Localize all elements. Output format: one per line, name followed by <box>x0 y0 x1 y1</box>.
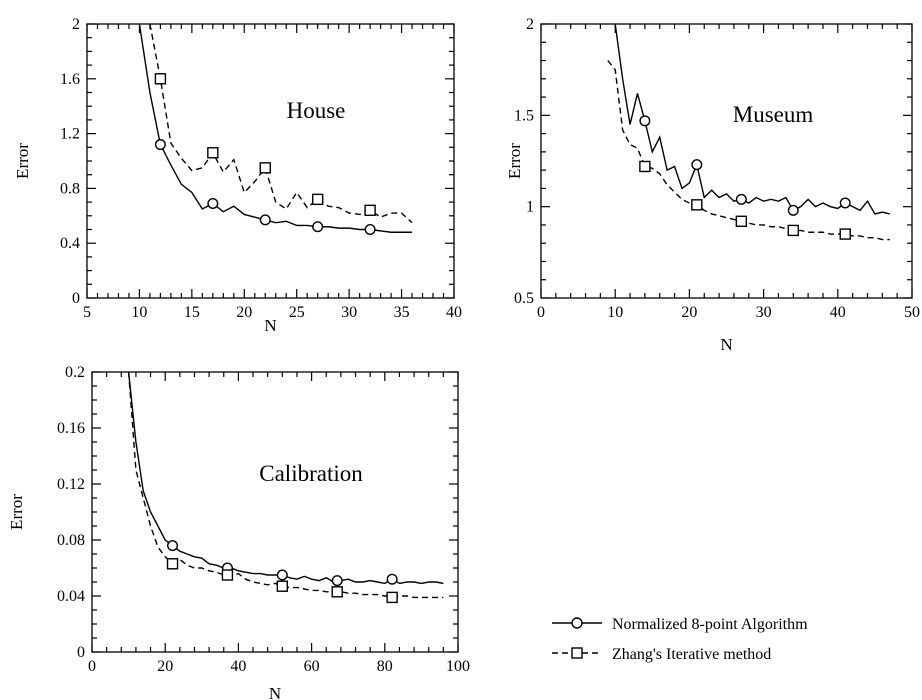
y-tick-label: 0.5 <box>514 290 534 307</box>
data-point-square <box>639 160 651 173</box>
chart-museum: 0 10 20 30 40 50 0.5 1 1.5 2 N Error Museum <box>505 16 920 354</box>
series-group <box>138 24 413 233</box>
plot-frame <box>540 23 913 299</box>
y-tick-label: 2 <box>72 16 80 33</box>
legend-label-normalized: Normalized 8-point Algorithm <box>612 616 808 633</box>
y-tick-label: 2 <box>526 16 534 33</box>
x-tick-label: 60 <box>304 658 320 675</box>
x-tick-label: 40 <box>446 304 462 321</box>
data-point-circle <box>207 197 219 209</box>
series-line-zhang <box>149 24 413 224</box>
y-tick-label: 0.04 <box>57 588 85 605</box>
x-tick-label: 35 <box>394 304 410 321</box>
y-tick-label: 1.6 <box>60 71 80 88</box>
y-axis-label: Error <box>505 143 524 179</box>
panel-title: Calibration <box>259 461 363 486</box>
panel-title: Museum <box>733 102 814 127</box>
data-point-square <box>221 569 234 581</box>
x-tick-label: 0 <box>537 304 545 321</box>
x-tick-label: 40 <box>230 658 246 675</box>
data-point-square <box>276 580 289 592</box>
data-point-square <box>207 147 219 159</box>
data-point-circle <box>691 159 703 171</box>
x-tick-label: 40 <box>830 304 846 321</box>
x-tick-label: 20 <box>236 304 252 321</box>
y-tick-label: 0.16 <box>57 420 85 437</box>
panel-title: House <box>287 98 346 123</box>
data-point-square <box>787 224 799 237</box>
legend-entry-normalized: Normalized 8-point Algorithm <box>552 616 808 633</box>
data-point-square <box>259 162 271 174</box>
data-point-square <box>166 558 179 570</box>
y-axis-label: Error <box>13 143 32 179</box>
x-tick-label: 100 <box>446 658 470 675</box>
x-tick-label: 80 <box>377 658 393 675</box>
x-tick-label: 15 <box>184 304 200 321</box>
y-tick-label: 1.2 <box>60 126 80 143</box>
data-point-square <box>386 591 398 604</box>
x-tick-label: 50 <box>904 304 920 321</box>
x-tick-label: 0 <box>88 658 96 675</box>
y-axis-label: Error <box>7 494 26 530</box>
x-axis-label: N <box>720 335 732 354</box>
x-tick-label: 30 <box>756 304 772 321</box>
y-tick-label: 0.12 <box>57 476 85 493</box>
data-point-circle <box>639 115 651 127</box>
data-point-circle <box>276 569 288 581</box>
y-tick-label: 0.2 <box>65 364 85 381</box>
data-point-square <box>735 215 748 227</box>
y-tick-label: 0.08 <box>57 532 85 549</box>
x-tick-label: 10 <box>607 304 623 321</box>
x-tick-label: 5 <box>83 304 91 321</box>
y-tick-label: 0 <box>72 290 80 307</box>
legend-label-zhang: Zhang's Iterative method <box>612 646 771 663</box>
legend-square-marker <box>571 647 583 659</box>
data-point-circle <box>312 221 324 233</box>
data-point-square <box>154 73 167 85</box>
x-axis-label: N <box>269 684 281 700</box>
x-axis-label: N <box>264 316 276 335</box>
series-line-zhang <box>607 60 890 241</box>
legend-entry-zhang: Zhang's Iterative method <box>552 646 771 663</box>
data-point-square <box>331 586 343 598</box>
data-point-circle <box>839 197 851 209</box>
y-tick-label: 1.5 <box>514 107 534 124</box>
x-tick-label: 30 <box>341 304 357 321</box>
data-point-circle <box>154 139 166 151</box>
data-point-circle <box>386 573 398 585</box>
plot-frame <box>86 23 455 299</box>
y-tick-label: 1 <box>526 199 534 216</box>
data-point-circle <box>364 223 376 235</box>
data-point-square <box>691 199 703 211</box>
chart-house: 5 10 15 20 25 30 35 40 0 0.4 0.8 1.2 1.6 2 N Error House <box>13 16 462 335</box>
x-tick-label: 25 <box>289 304 305 321</box>
y-tick-label: 0.4 <box>60 235 80 252</box>
chart-calibration: 0 20 40 60 80 100 0 0.04 0.08 0.12 0.16 0.2 N Error Ca… <box>7 364 470 700</box>
data-point-circle <box>259 214 271 226</box>
y-tick-label: 0.8 <box>60 180 80 197</box>
data-point-circle <box>331 575 343 587</box>
legend: Normalized 8-point Algorithm Zhang's Ite… <box>552 616 808 663</box>
x-tick-label: 20 <box>157 658 173 675</box>
legend-circle-marker <box>571 617 583 629</box>
data-point-square <box>311 193 324 206</box>
data-point-circle <box>787 204 799 216</box>
x-tick-label: 10 <box>131 304 147 321</box>
data-point-square <box>364 204 376 217</box>
y-tick-label: 0 <box>77 644 85 661</box>
data-point-circle <box>167 540 179 552</box>
data-point-square <box>839 228 851 240</box>
data-point-circle <box>735 193 747 205</box>
x-tick-label: 20 <box>681 304 697 321</box>
